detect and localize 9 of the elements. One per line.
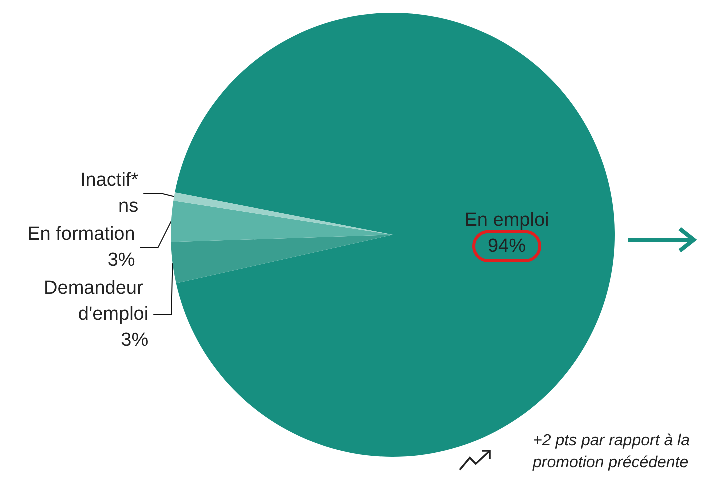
data-label: 3% [108,250,136,272]
text: +2 pts par rapport à la promotion précédente [532,432,690,472]
data-label: 94% [488,236,526,257]
data-label: ns [118,196,139,218]
data-label: 3% [121,330,149,352]
slice-label: Demandeur d'emploi [44,278,149,326]
slice-label: Inactif* [80,170,140,192]
slice-label: En emploi [464,210,550,231]
slice-label: En formation [28,224,136,246]
